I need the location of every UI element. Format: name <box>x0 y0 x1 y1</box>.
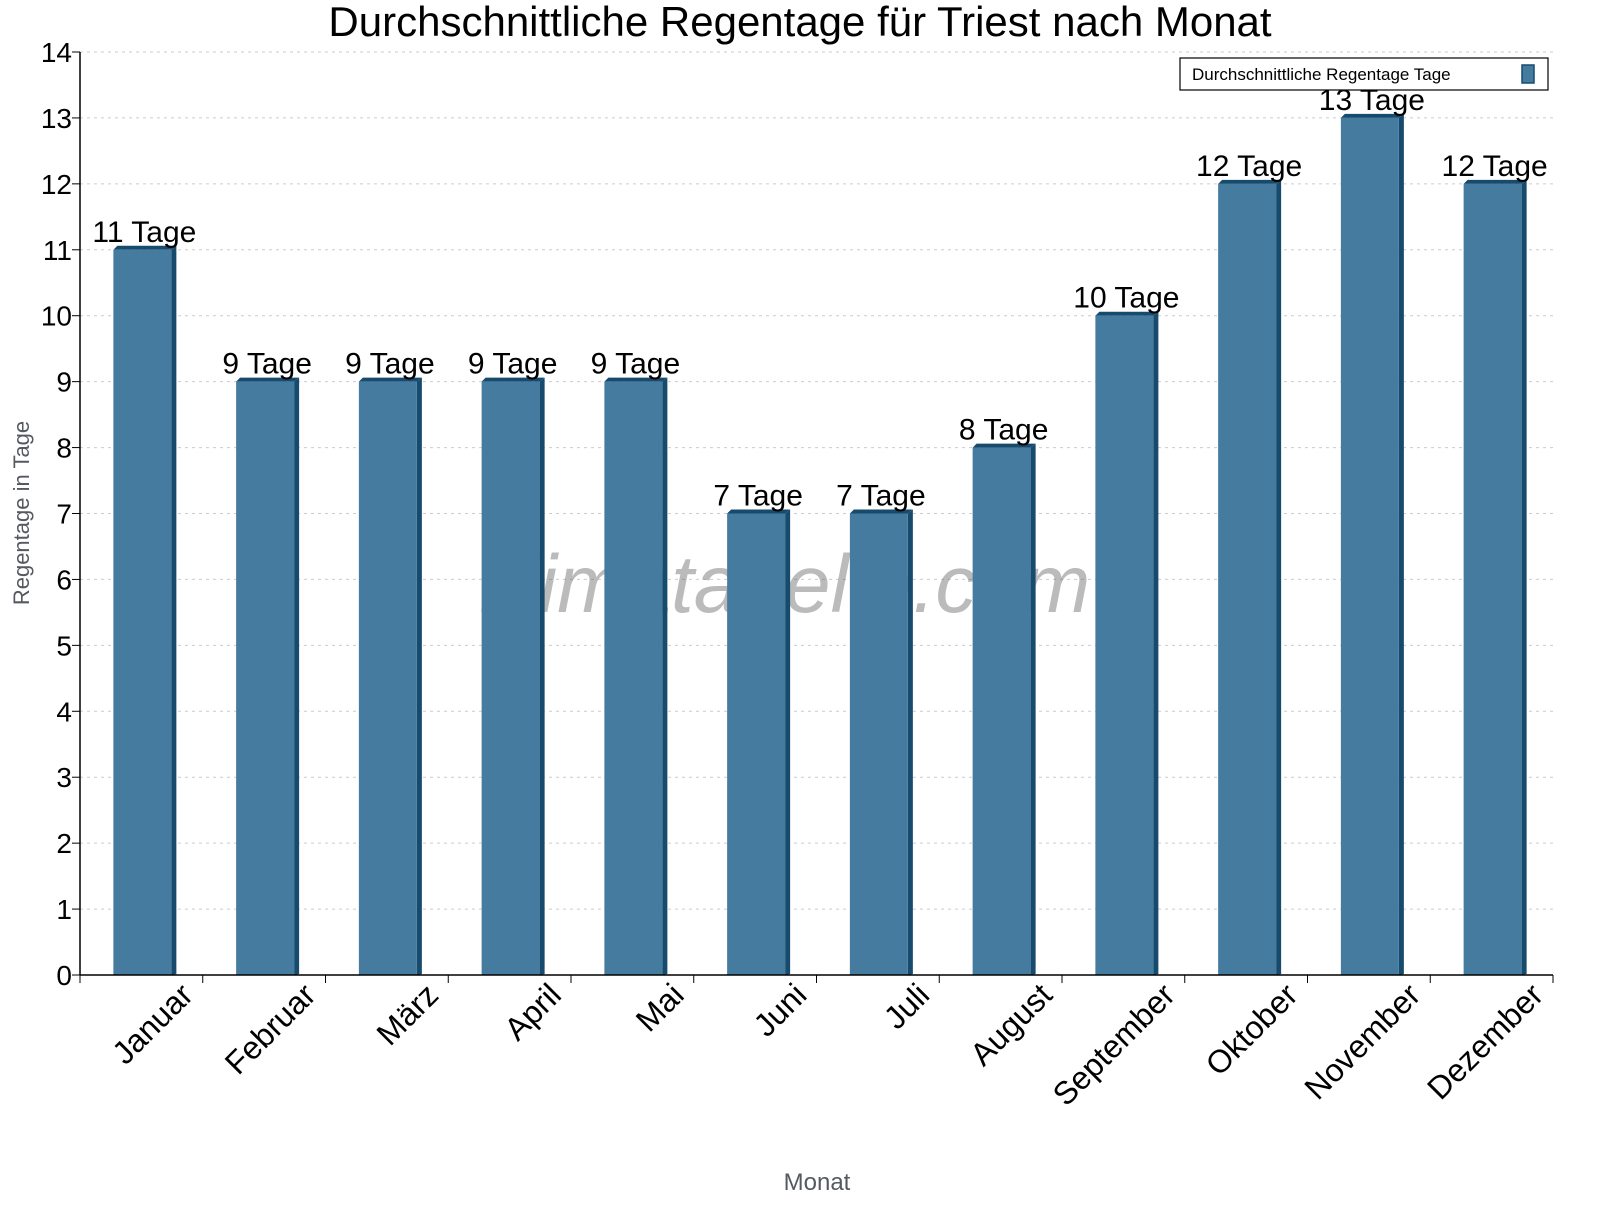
bar <box>1340 117 1399 975</box>
x-tick-label: Juli <box>877 976 936 1035</box>
x-tick-label: Januar <box>105 976 200 1071</box>
bar-group: 7 Tage <box>836 480 926 975</box>
data-label: 9 Tage <box>345 348 435 381</box>
x-tick-label: Juni <box>746 976 813 1043</box>
bar-top <box>972 443 1036 448</box>
data-label: 8 Tage <box>959 414 1049 447</box>
bar-group: 9 Tage <box>468 348 558 976</box>
bar-top <box>849 509 913 514</box>
y-axis-label: Regentage in Tage <box>9 421 34 605</box>
bar <box>358 381 417 976</box>
data-label: 9 Tage <box>222 348 312 381</box>
data-label: 12 Tage <box>1196 150 1302 183</box>
bar-top <box>481 377 545 382</box>
bar-side <box>416 377 422 976</box>
bar-top <box>1340 113 1404 118</box>
x-axis-label: Monat <box>784 1169 851 1196</box>
bar-side <box>785 509 791 975</box>
y-tick-label: 14 <box>41 37 72 68</box>
bar <box>972 447 1031 976</box>
bar <box>727 513 786 975</box>
bar <box>1218 183 1277 975</box>
data-label: 9 Tage <box>468 348 558 381</box>
bar-side <box>1276 179 1282 975</box>
data-label: 9 Tage <box>591 348 681 381</box>
bar-side <box>662 377 668 976</box>
bar-top <box>358 377 422 382</box>
y-tick-label: 12 <box>41 169 72 200</box>
y-tick-label: 2 <box>56 828 72 859</box>
data-label: 7 Tage <box>836 480 926 513</box>
bar <box>849 513 908 975</box>
y-tick-label: 10 <box>41 301 72 332</box>
bar-top <box>727 509 791 514</box>
y-tick-label: 4 <box>56 696 72 727</box>
bar-side <box>1153 311 1159 975</box>
x-tick-label: November <box>1297 976 1427 1106</box>
bar <box>113 249 172 976</box>
bar-side <box>1030 443 1036 976</box>
legend: Durchschnittliche Regentage Tage <box>1179 57 1549 91</box>
y-tick-label: 9 <box>56 367 72 398</box>
y-tick-label: 6 <box>56 564 72 595</box>
y-tick-label: 7 <box>56 499 72 530</box>
x-tick-label: Mai <box>629 976 691 1038</box>
bar-group: 8 Tage <box>959 414 1049 976</box>
x-tick-label: März <box>369 976 445 1052</box>
legend-swatch <box>1521 64 1535 84</box>
bar-side <box>539 377 545 976</box>
data-label: 11 Tage <box>92 216 196 249</box>
bar <box>481 381 540 976</box>
bar <box>1095 315 1154 975</box>
bar-group: 12 Tage <box>1196 150 1302 975</box>
bar-group: 13 Tage <box>1319 84 1425 975</box>
bar-group: 9 Tage <box>591 348 681 976</box>
data-label: 10 Tage <box>1073 282 1179 315</box>
bar-side <box>294 377 300 976</box>
bar-group: 10 Tage <box>1073 282 1179 975</box>
chart-title: Durchschnittliche Regentage für Triest n… <box>328 0 1271 45</box>
bar-group: 9 Tage <box>345 348 435 976</box>
bar <box>236 381 295 976</box>
bar-top <box>1463 179 1527 184</box>
y-tick-label: 0 <box>56 960 72 991</box>
grid-lines <box>80 51 1553 910</box>
bar-top <box>1218 179 1282 184</box>
y-tick-label: 5 <box>56 630 72 661</box>
bar-top <box>604 377 668 382</box>
bar <box>1463 183 1522 975</box>
x-tick-label: Februar <box>218 976 323 1081</box>
bar-group: 12 Tage <box>1442 150 1548 975</box>
x-tick-label: Dezember <box>1420 976 1550 1106</box>
x-tick-label: August <box>963 976 1059 1072</box>
y-tick-label: 11 <box>43 235 72 266</box>
y-tick-label: 1 <box>56 894 72 925</box>
bar-side <box>907 509 913 975</box>
bar-top <box>113 245 177 250</box>
y-tick-label: 3 <box>56 762 72 793</box>
y-tick-label: 13 <box>41 103 72 134</box>
data-label: 12 Tage <box>1442 150 1548 183</box>
bars: 11 Tage 9 Tage 9 Tage 9 Tage 9 Tage 7 Tage 7 T… <box>92 84 1548 976</box>
bar-side <box>1398 113 1404 975</box>
bar-top <box>236 377 300 382</box>
x-tick-label: Oktober <box>1199 976 1305 1082</box>
bar-group: 11 Tage <box>92 216 196 976</box>
bar-group: 9 Tage <box>222 348 312 976</box>
data-label: 7 Tage <box>713 480 803 513</box>
bar-side <box>1521 179 1527 975</box>
x-tick-label: April <box>497 976 568 1047</box>
y-tick-label: 8 <box>56 433 72 464</box>
x-tick-label: September <box>1046 976 1182 1112</box>
bar <box>604 381 663 976</box>
bar-side <box>171 245 177 976</box>
bar-top <box>1095 311 1159 316</box>
bar-group: 7 Tage <box>713 480 803 975</box>
legend-label: Durchschnittliche Regentage Tage <box>1192 65 1451 84</box>
